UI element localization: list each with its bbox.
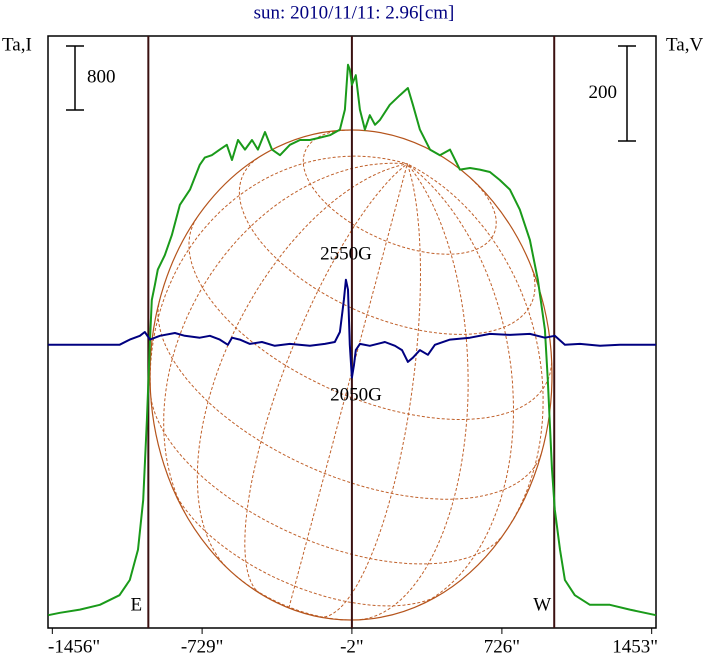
globe-grid — [188, 217, 552, 420]
globe-grid — [359, 163, 469, 621]
x-tick-label: -729" — [181, 636, 224, 657]
x-tick-label: -1456" — [48, 636, 100, 657]
globe-grid — [150, 396, 503, 565]
limb-label: W — [533, 594, 551, 615]
globe-grid — [319, 163, 422, 618]
chart-title: sun: 2010/11/11: 2.96[cm] — [254, 2, 455, 23]
x-tick-label: 1453" — [612, 636, 658, 657]
globe-grid — [244, 163, 408, 594]
limb-label: E — [131, 594, 143, 615]
y-axis-label: Ta,I — [2, 34, 32, 55]
globe-grid — [302, 129, 497, 255]
annotation: 2550G — [320, 243, 372, 264]
scale-label: 800 — [87, 66, 116, 87]
globe-grid — [288, 163, 408, 609]
scale-label: 200 — [589, 82, 618, 103]
globe-grid — [238, 157, 536, 335]
annotation: 2050G — [330, 384, 382, 405]
series-line — [47, 63, 657, 617]
series-line — [48, 278, 656, 379]
globe-grid — [149, 155, 408, 386]
y2-axis-label: Ta,V — [666, 34, 703, 55]
globe-grid — [157, 299, 543, 500]
x-tick-label: 726" — [484, 636, 520, 657]
globe-grid — [407, 163, 544, 528]
globe-grid — [163, 162, 408, 514]
x-tick-label: -2" — [340, 636, 364, 657]
